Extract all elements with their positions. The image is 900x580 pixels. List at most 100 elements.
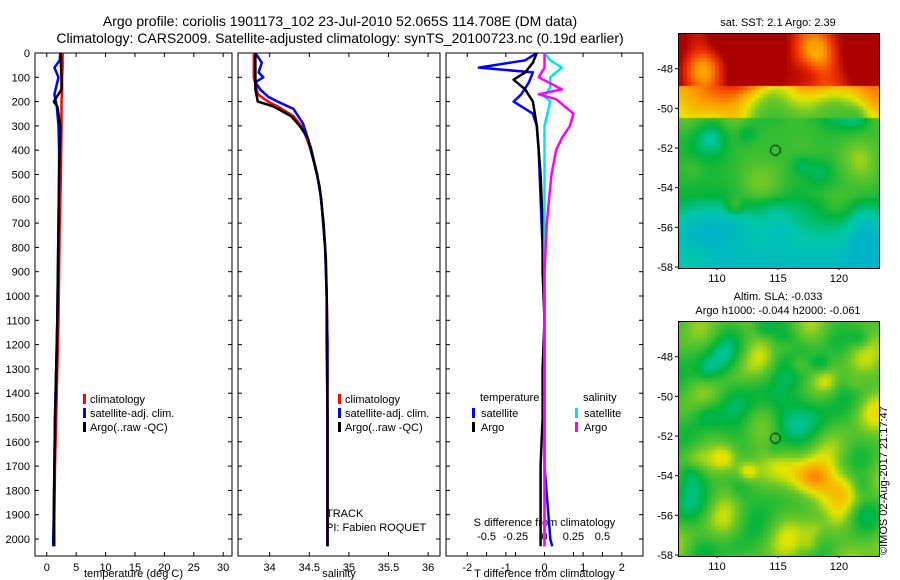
salinity-series-satellite-adj. clim. (254, 52, 329, 547)
sst-lat-tick-label: -56 (657, 222, 673, 234)
temperature-series-Argo(..raw -QC) (52, 53, 63, 547)
difference-legend-label: satellite (481, 408, 518, 420)
s-diff-tick-label: -0.25 (503, 531, 528, 543)
x-tick-label: 34.5 (299, 562, 320, 574)
salinity-legend-label: satellite-adj. clim. (345, 408, 429, 420)
panel-frame-1 (34, 52, 233, 557)
depth-tick-label: 1200 (6, 340, 30, 352)
difference-legend-swatch (575, 422, 578, 432)
x-tick-label: 20 (158, 562, 170, 574)
s-diff-tick-label: -0.5 (477, 531, 496, 543)
difference-series-temperature-Argo (512, 52, 546, 547)
sla-map-title-line2: Argo h1000: -0.044 h2000: -0.061 (695, 305, 861, 317)
depth-tick-label: 1900 (6, 510, 30, 522)
depth-tick-label: 1100 (6, 315, 30, 327)
depth-tick-label: 1800 (6, 485, 30, 497)
x-tick-label: 35.5 (378, 562, 399, 574)
salinity-legend-label: climatology (345, 394, 401, 406)
sla-lon-tick-label: 115 (769, 561, 787, 573)
salinity-legend-swatch (338, 394, 341, 404)
difference-legend-swatch (472, 408, 475, 418)
depth-tick-label: 500 (12, 169, 30, 181)
depth-tick-label: 1700 (6, 461, 30, 473)
sst-lat-tick-label: -48 (657, 64, 673, 76)
difference-series-salinity-Argo (537, 53, 575, 547)
sst-lon-tick-label: 115 (769, 273, 787, 285)
temperature-legend-label: climatology (90, 394, 146, 406)
salinity-legend-swatch (338, 408, 341, 418)
sla-heatmap (679, 322, 879, 556)
x-tick-label: 15 (129, 562, 141, 574)
depth-tick-label: 400 (12, 145, 30, 157)
sst-lat-tick-label: -52 (657, 143, 673, 155)
depth-tick-label: 200 (12, 97, 30, 109)
plot-title-line2: Climatology: CARS2009. Satellite-adjuste… (56, 30, 624, 46)
depth-tick-label: 1600 (6, 437, 30, 449)
sst-heatmap (679, 34, 879, 268)
difference-legend-label: Argo (584, 422, 607, 434)
depth-tick-label: 900 (12, 267, 30, 279)
x-tick-label: 35 (343, 562, 355, 574)
salinity-legend-swatch (338, 422, 341, 432)
panel-frame-2 (237, 52, 441, 557)
plot-title-line1: Argo profile: coriolis 1901173_102 23-Ju… (102, 13, 578, 29)
x-tick-label: -2 (462, 562, 472, 574)
salinity-legend-label: Argo(..raw -QC) (345, 422, 423, 434)
sst-map-title: sat. SST: 2.1 Argo: 2.39 (720, 17, 836, 29)
depth-tick-label: 100 (12, 72, 30, 84)
t-legend-heading: temperature (480, 392, 539, 404)
sst-lon-tick-label: 110 (708, 273, 726, 285)
depth-tick-label: 300 (12, 121, 30, 133)
depth-tick-label: 600 (12, 194, 30, 206)
x-tick-label: 0 (44, 562, 50, 574)
sst-lon-tick-label: 120 (830, 273, 848, 285)
sla-lon-tick-label: 110 (708, 561, 726, 573)
difference-legend-label: satellite (584, 408, 621, 420)
sst-lat-tick-label: -50 (657, 103, 673, 115)
x-tick-label: 5 (73, 562, 79, 574)
sla-lat-tick-label: -58 (657, 550, 673, 562)
x-tick-label: 2 (619, 562, 625, 574)
sla-lat-tick-label: -54 (657, 471, 673, 483)
sst-map (678, 33, 880, 269)
temperature-legend-label: satellite-adj. clim. (90, 408, 174, 420)
depth-tick-label: 800 (12, 242, 30, 254)
depth-tick-label: 1300 (6, 364, 30, 376)
s-diff-tick-label: 0.25 (563, 531, 584, 543)
sst-lat-tick-label: -54 (657, 183, 673, 195)
temperature-legend-swatch (83, 394, 86, 404)
t-diff-axis-label: T difference from climatology (474, 568, 615, 580)
depth-tick-label: 1500 (6, 412, 30, 424)
x-tick-label: -1 (501, 562, 511, 574)
depth-tick-label: 2000 (6, 534, 30, 546)
salinity-series-Argo(..raw -QC) (254, 53, 329, 547)
temperature-legend-swatch (83, 422, 86, 432)
x-tick-label: 36 (422, 562, 434, 574)
track-annotation: TRACK (326, 508, 364, 520)
depth-tick-label: 1000 (6, 291, 30, 303)
x-tick-label: 10 (99, 562, 111, 574)
difference-series-salinity-satellite (543, 52, 564, 547)
sla-lat-tick-label: -48 (657, 352, 673, 364)
depth-tick-label: 0 (24, 48, 30, 60)
temperature-legend-label: Argo(..raw -QC) (90, 422, 168, 434)
x-tick-label: 1 (580, 562, 586, 574)
pi-annotation: PI: Fabien ROQUET (326, 522, 427, 534)
x-tick-label: 0 (541, 562, 547, 574)
x-tick-label: 34 (264, 562, 276, 574)
sla-lat-tick-label: -50 (657, 391, 673, 403)
salinity-series-climatology (252, 53, 329, 547)
depth-tick-label: 700 (12, 218, 30, 230)
s-legend-heading: salinity (583, 392, 617, 404)
salinity-axis-label: salinity (322, 568, 356, 580)
s-diff-tick-label: 0.5 (595, 531, 610, 543)
temperature-axis-label: temperature (deg C) (84, 568, 183, 580)
sla-lon-tick-label: 120 (830, 561, 848, 573)
depth-tick-label: 1400 (6, 388, 30, 400)
imos-timestamp: ©IMOS 02-Aug-2017 21:17:47 (878, 406, 890, 555)
x-tick-label: 25 (188, 562, 200, 574)
difference-legend-swatch (472, 422, 475, 432)
sla-map (678, 321, 880, 557)
temperature-legend-swatch (83, 408, 86, 418)
